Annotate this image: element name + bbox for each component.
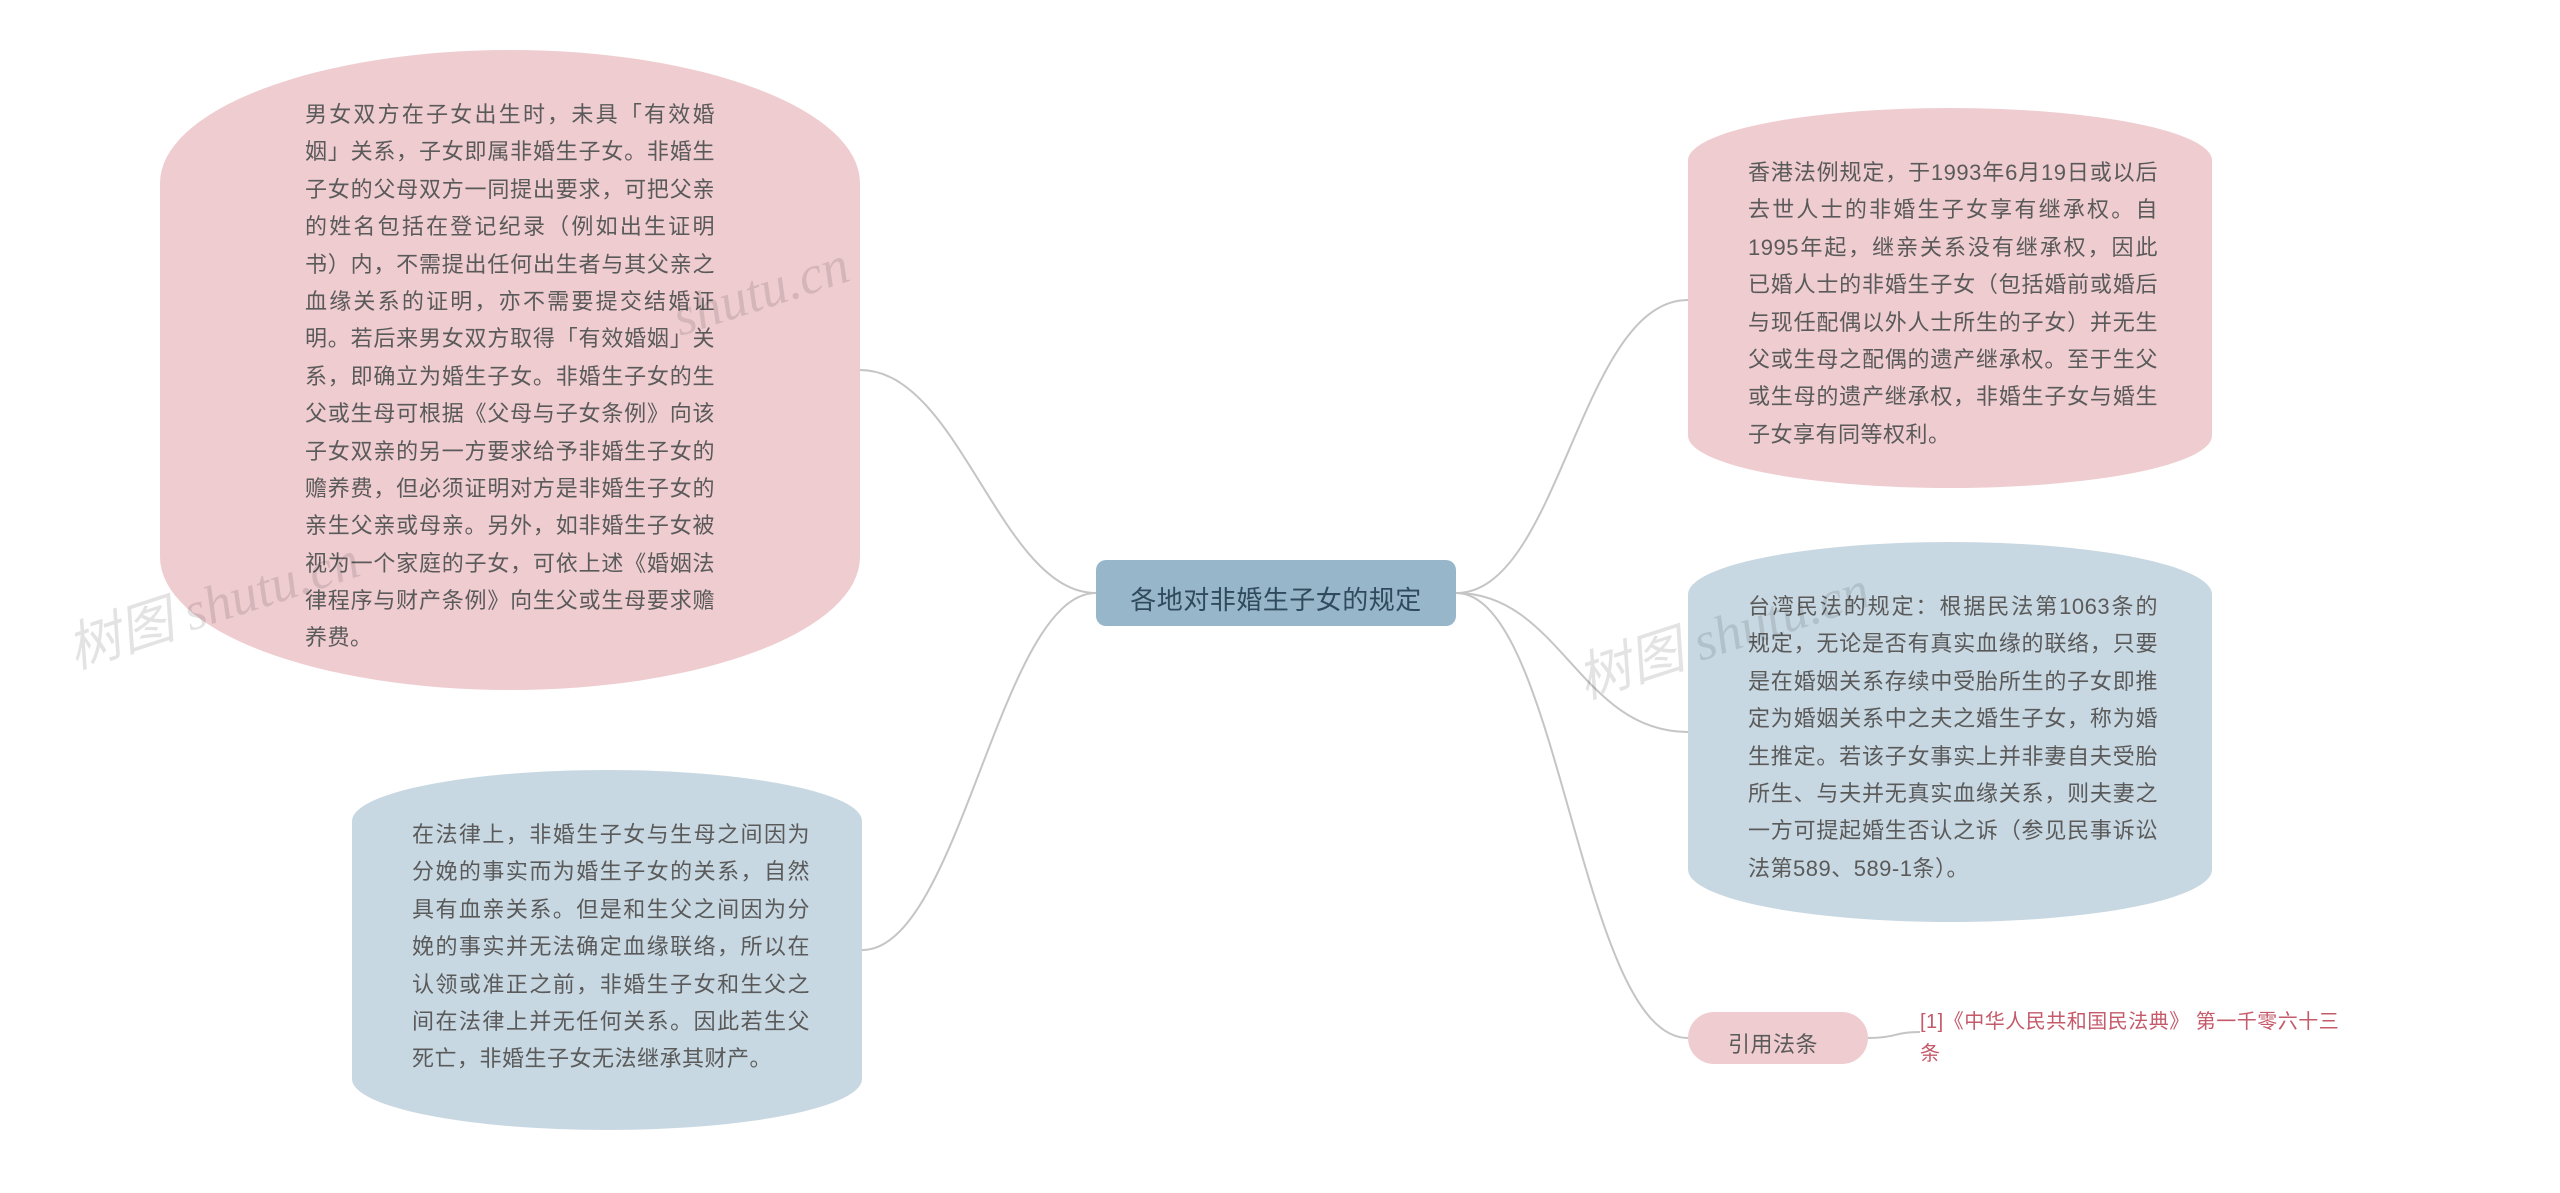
- branch-hongkong-registration[interactable]: 男女双方在子女出生时，未具「有效婚姻」关系，子女即属非婚生子女。非婚生子女的父母…: [160, 50, 860, 690]
- branch-text: 在法律上，非婚生子女与生母之间因为分娩的事实而为婚生子女的关系，自然具有血亲关系…: [412, 816, 810, 1078]
- branch-citation[interactable]: 引用法条: [1688, 1012, 1868, 1064]
- center-topic[interactable]: 各地对非婚生子女的规定: [1096, 560, 1456, 626]
- branch-text: 男女双方在子女出生时，未具「有效婚姻」关系，子女即属非婚生子女。非婚生子女的父母…: [305, 96, 715, 657]
- branch-taiwan-law[interactable]: 台湾民法的规定：根据民法第1063条的规定，无论是否有真实血缘的联络，只要是在婚…: [1688, 542, 2212, 922]
- branch-text: 台湾民法的规定：根据民法第1063条的规定，无论是否有真实血缘的联络，只要是在婚…: [1748, 588, 2158, 887]
- citation-reference: [1]《中华人民共和国民法典》 第一千零六十三条: [1920, 1006, 2350, 1070]
- mindmap-canvas: 各地对非婚生子女的规定 男女双方在子女出生时，未具「有效婚姻」关系，子女即属非婚…: [0, 0, 2560, 1193]
- branch-text: 香港法例规定，于1993年6月19日或以后去世人士的非婚生子女享有继承权。自19…: [1748, 154, 2158, 453]
- branch-hongkong-inheritance[interactable]: 香港法例规定，于1993年6月19日或以后去世人士的非婚生子女享有继承权。自19…: [1688, 108, 2212, 488]
- branch-legal-relationship[interactable]: 在法律上，非婚生子女与生母之间因为分娩的事实而为婚生子女的关系，自然具有血亲关系…: [352, 770, 862, 1130]
